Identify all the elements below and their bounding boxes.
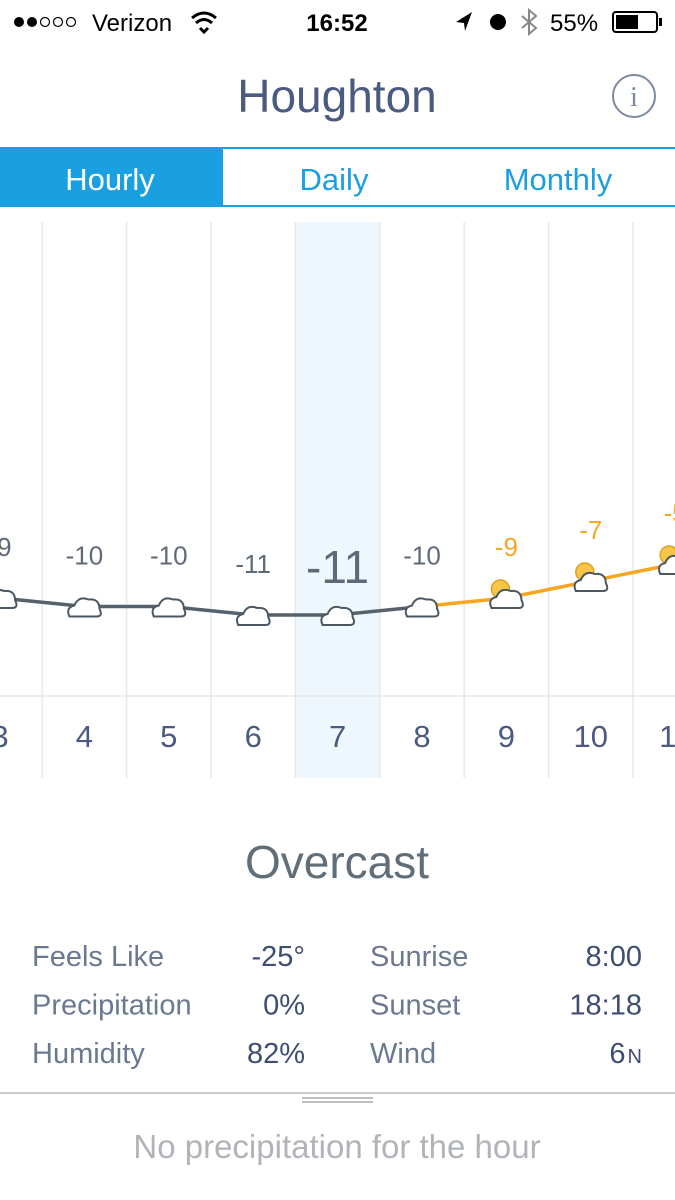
temp-label: -11 — [235, 549, 271, 579]
detail-value: 18:18 — [569, 990, 642, 1022]
info-button[interactable]: i — [612, 74, 656, 118]
weather-icon — [67, 597, 102, 618]
tab-selected-bg — [0, 148, 222, 206]
hour-label: 11 — [659, 719, 675, 754]
temp-label: -5 — [664, 498, 675, 528]
weather-icon — [489, 579, 524, 609]
temp-label: -10 — [150, 541, 188, 571]
cloud — [658, 554, 675, 575]
alarm-icon — [490, 14, 506, 30]
hour-label: 10 — [574, 719, 608, 754]
temp-label: -10 — [66, 541, 104, 571]
clock: 16:52 — [306, 10, 367, 37]
temp-label: -9 — [495, 532, 518, 562]
condition: Overcast — [245, 836, 429, 888]
hour-label: 6 — [245, 719, 262, 754]
city-title: Houghton — [237, 70, 437, 122]
weather-icon — [236, 605, 271, 626]
temp-label: -10 — [403, 541, 441, 571]
detail-value: 0% — [263, 990, 305, 1022]
hour-label: 5 — [160, 719, 177, 754]
hour-label: 4 — [76, 719, 93, 754]
location-icon — [456, 12, 472, 31]
battery-tip — [659, 18, 662, 26]
hour-label: 9 — [498, 719, 515, 754]
detail-label: Wind — [370, 1038, 436, 1070]
detail-label: Feels Like — [32, 941, 164, 973]
weather-icon — [320, 605, 356, 626]
precip-summary: No precipitation for the hour — [133, 1128, 540, 1165]
cloud — [320, 605, 356, 626]
detail-value: 8:00 — [586, 941, 642, 973]
details: Feels Like -25° Precipitation 0% Humidity 82%… — [32, 941, 642, 1070]
battery-level: 55% — [550, 10, 598, 37]
temp-label: -9 — [0, 532, 12, 562]
detail-label: Precipitation — [32, 990, 192, 1022]
detail-label: Humidity — [32, 1038, 145, 1070]
cloud — [0, 588, 18, 609]
carrier: Verizon — [92, 10, 172, 37]
detail-unit: N — [628, 1046, 642, 1068]
weather-icon — [658, 545, 675, 575]
tab[interactable]: Daily — [300, 162, 369, 197]
cloud — [67, 597, 102, 618]
detail-value: 6 — [609, 1038, 625, 1070]
battery-fill — [616, 15, 638, 29]
detail-label: Sunset — [370, 990, 460, 1022]
temp-label: -7 — [579, 515, 602, 545]
hour-label: 8 — [413, 719, 430, 754]
signal — [14, 16, 77, 28]
cloud — [236, 605, 271, 626]
detail-label: Sunrise — [370, 941, 468, 973]
detail-value: -25° — [251, 941, 305, 973]
wifi-icon — [191, 11, 217, 35]
bluetooth-icon — [521, 7, 538, 37]
tab[interactable]: Monthly — [504, 162, 613, 197]
tab[interactable]: Hourly — [65, 162, 155, 197]
cloud — [573, 571, 609, 592]
weather-icon — [404, 597, 440, 618]
detail-value: 82% — [247, 1038, 305, 1070]
hourly-chart: -9 3 -10 4 -10 5 -11 6 -11 7 -10 8 -9 9 -7 10 -5 11 — [0, 222, 675, 778]
cloud — [151, 597, 187, 618]
weather-icon — [573, 562, 609, 592]
selected-column — [295, 222, 380, 778]
weather-icon — [151, 597, 187, 618]
hour-label: 7 — [329, 719, 346, 754]
temp-label: -11 — [306, 541, 369, 593]
battery-icon — [612, 11, 658, 33]
hour-label: 3 — [0, 719, 9, 754]
cloud — [404, 597, 440, 618]
svg-text:i: i — [630, 82, 638, 113]
weather-icon — [0, 588, 18, 609]
cloud — [489, 588, 524, 609]
